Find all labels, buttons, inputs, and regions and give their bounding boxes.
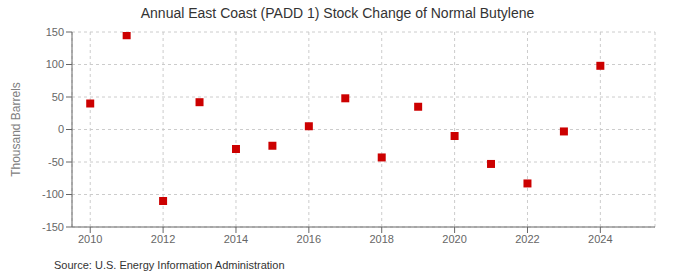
svg-text:100: 100 bbox=[46, 58, 64, 70]
svg-text:Thousand Barrels: Thousand Barrels bbox=[9, 82, 23, 177]
svg-text:0: 0 bbox=[58, 123, 64, 135]
svg-text:50: 50 bbox=[52, 91, 64, 103]
svg-text:-150: -150 bbox=[42, 221, 64, 233]
svg-text:-100: -100 bbox=[42, 188, 64, 200]
html-text:Annual East Coast (PADD 1) Sto: Annual East Coast (PADD 1) Stock Change … bbox=[140, 5, 535, 21]
svg-text:2010: 2010 bbox=[78, 233, 102, 245]
svg-text:2024: 2024 bbox=[588, 233, 612, 245]
html-text:Source: U.S. Energy Informatio: Source: U.S. Energy Information Administ… bbox=[54, 259, 285, 271]
svg-text:2016: 2016 bbox=[297, 233, 321, 245]
svg-text:2020: 2020 bbox=[442, 233, 466, 245]
svg-text:-50: -50 bbox=[48, 156, 64, 168]
svg-text:2012: 2012 bbox=[151, 233, 175, 245]
svg-text:2022: 2022 bbox=[515, 233, 539, 245]
svg-text:150: 150 bbox=[46, 26, 64, 38]
svg-text:2014: 2014 bbox=[224, 233, 248, 245]
svg-text:2018: 2018 bbox=[369, 233, 393, 245]
